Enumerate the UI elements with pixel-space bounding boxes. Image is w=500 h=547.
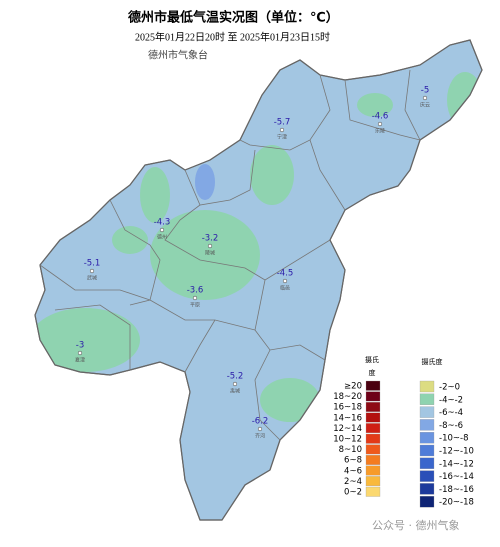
legend-swatch xyxy=(365,402,381,412)
legend-title: 度 xyxy=(369,368,376,377)
station-value: -3.6 xyxy=(187,286,204,296)
legend-label: 14~16 xyxy=(333,413,362,423)
county-borders xyxy=(39,69,421,441)
station-name: 禹城 xyxy=(230,388,240,395)
legend-label: 12~14 xyxy=(333,424,362,434)
station-dot xyxy=(232,381,238,387)
legend-label: ≥20 xyxy=(344,382,362,392)
warm-patch xyxy=(357,93,393,117)
legend-label: -10~-8 xyxy=(439,434,468,444)
station-value: -5 xyxy=(421,86,429,96)
station-dot xyxy=(192,295,198,301)
legend-swatch xyxy=(365,423,381,434)
title: 德州市最低气温实况图（单位：℃） xyxy=(128,10,339,26)
legend-label: 6~8 xyxy=(344,456,362,466)
station-value: -5.1 xyxy=(84,259,101,269)
station-value: -4.5 xyxy=(277,269,294,279)
legend-label: 0~2 xyxy=(344,488,362,498)
legend-label: 18~20 xyxy=(333,392,362,402)
legend-label: -12~-10 xyxy=(439,447,474,457)
legend-label: -20~-18 xyxy=(439,498,474,508)
station-dot xyxy=(279,127,285,133)
stations: -5 庆云 -4.6 乐陵 -5.7 宁津 -4.3 德州 -3.2 陵城 -5.1 武城 -3.6 平原… xyxy=(75,86,430,440)
legend-swatch xyxy=(365,380,381,391)
station-dot xyxy=(377,121,383,127)
station-dot xyxy=(207,243,213,249)
legend-swatch xyxy=(419,496,435,508)
legend-swatch xyxy=(365,486,381,497)
station-dot xyxy=(257,426,263,432)
legend-swatch xyxy=(365,412,381,423)
station-dot xyxy=(159,227,165,233)
station-name: 乐陵 xyxy=(375,128,385,135)
legend-title: 摄氏度 xyxy=(422,357,443,366)
legend-label: -4~-2 xyxy=(439,395,463,405)
station-name: 宁津 xyxy=(277,134,287,141)
legend-swatch xyxy=(419,457,435,469)
legend-label: -2~0 xyxy=(439,383,460,393)
station-name: 武城 xyxy=(87,275,97,282)
legend-swatch xyxy=(419,483,435,495)
cold-patch xyxy=(195,164,215,200)
period: 2025年01月22日20时 至 2025年01月23日15时 xyxy=(135,30,330,43)
legend-label: 16~18 xyxy=(333,403,362,413)
legend-label: -18~-16 xyxy=(439,485,474,495)
station-value: -6.2 xyxy=(252,417,269,427)
station-name: 齐河 xyxy=(255,433,265,440)
legend-title: 摄氏 xyxy=(365,355,379,364)
legend-swatch xyxy=(419,432,435,444)
legend-label: 2~4 xyxy=(344,477,362,487)
warm-patch xyxy=(112,226,148,254)
legend-label: 10~12 xyxy=(333,435,362,445)
legend-label: -8~-6 xyxy=(439,421,463,431)
station-dot xyxy=(282,278,288,284)
map-outline xyxy=(34,39,483,521)
legend-swatch xyxy=(365,444,381,455)
station-value: -4.6 xyxy=(372,112,389,122)
station-value: -3.2 xyxy=(202,234,219,244)
station-name: 夏津 xyxy=(75,357,85,364)
station-value: -3 xyxy=(76,341,84,351)
warm-patch xyxy=(260,378,320,422)
legend-label: 4~6 xyxy=(344,466,362,476)
legend-swatch xyxy=(419,470,435,482)
legend-swatch xyxy=(419,393,435,405)
legend-swatch xyxy=(365,465,381,476)
warm-patch xyxy=(35,308,140,372)
legend-label: -16~-14 xyxy=(439,472,474,482)
legend-label: 8~10 xyxy=(339,445,362,455)
legend-label: -6~-4 xyxy=(439,408,463,418)
legend-swatch xyxy=(365,391,381,402)
legend-swatch xyxy=(419,406,435,418)
warm-patch xyxy=(250,145,294,205)
warm-patch xyxy=(140,167,170,223)
legend-swatch xyxy=(419,380,435,393)
legend-swatch xyxy=(365,455,381,465)
station-name: 德州 xyxy=(157,234,167,241)
warm-patch xyxy=(150,210,260,300)
station-dot xyxy=(77,350,83,356)
station-name: 庆云 xyxy=(420,102,430,109)
station-name: 临邑 xyxy=(280,285,290,292)
station-dot xyxy=(89,268,95,274)
agency: 德州市气象台 xyxy=(148,48,208,61)
legends: 摄氏度≥2018~2016~1814~1612~1410~128~106~84~… xyxy=(333,355,474,508)
station-dot xyxy=(422,95,428,101)
legend-label: -14~-12 xyxy=(439,459,474,469)
legend-swatch xyxy=(365,433,381,444)
legend-swatch xyxy=(419,444,435,457)
watermark: 公众号 · 德州气象 xyxy=(372,518,460,532)
station-value: -5.2 xyxy=(227,372,244,382)
station-name: 平原 xyxy=(190,303,200,309)
legend-swatch xyxy=(365,476,381,487)
station-value: -5.7 xyxy=(274,118,291,128)
station-value: -4.3 xyxy=(154,218,171,228)
station-name: 陵城 xyxy=(205,250,215,257)
legend-swatch xyxy=(419,419,435,431)
